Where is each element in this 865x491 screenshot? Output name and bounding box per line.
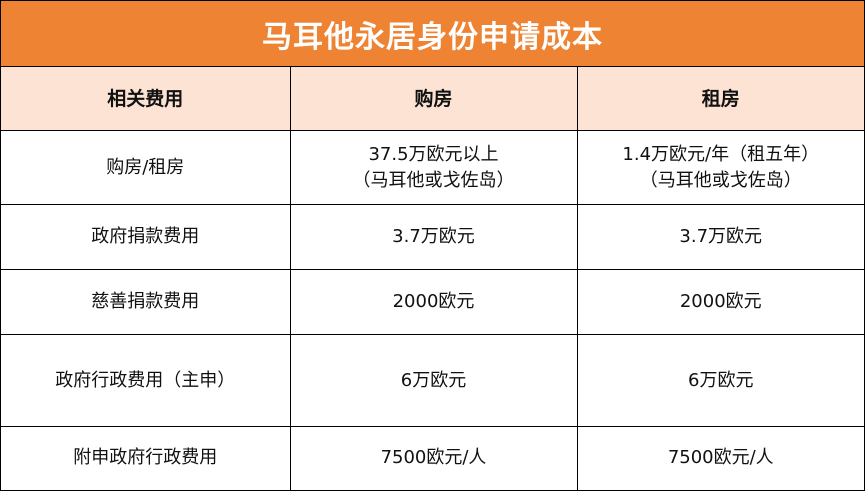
row-label: 政府行政费用（主申） (1, 334, 291, 427)
rent-cell: 2000欧元 (576, 269, 864, 335)
cost-table: 相关费用 购房 租房 购房/租房 37.5万欧元以上 （马耳他或戈佐岛） 1.4万… (1, 67, 864, 490)
column-header-rent: 租房 (576, 67, 864, 131)
table-row: 政府捐款费用 3.7万欧元 3.7万欧元 (1, 204, 864, 270)
rent-cell: 7500欧元/人 (576, 426, 864, 490)
table-row: 附申政府行政费用 7500欧元/人 7500欧元/人 (1, 426, 864, 490)
buy-note: （马耳他或戈佐岛） (352, 169, 515, 191)
rent-cell: 1.4万欧元/年（租五年） （马耳他或戈佐岛） (576, 130, 864, 205)
table-row: 政府行政费用（主申） 6万欧元 6万欧元 (1, 334, 864, 427)
rent-value: 1.4万欧元/年（租五年） (622, 143, 820, 165)
buy-cell: 37.5万欧元以上 （马耳他或戈佐岛） (289, 130, 578, 205)
table-row: 慈善捐款费用 2000欧元 2000欧元 (1, 269, 864, 335)
row-label: 附申政府行政费用 (1, 426, 291, 490)
table-row: 购房/租房 37.5万欧元以上 （马耳他或戈佐岛） 1.4万欧元/年（租五年） （马… (1, 130, 864, 205)
row-label: 慈善捐款费用 (1, 269, 291, 335)
buy-cell: 2000欧元 (289, 269, 578, 335)
rent-note: （马耳他或戈佐岛） (639, 169, 802, 191)
rent-cell: 6万欧元 (576, 334, 864, 427)
buy-cell: 7500欧元/人 (289, 426, 578, 490)
buy-value: 37.5万欧元以上 (368, 143, 499, 165)
buy-cell: 6万欧元 (289, 334, 578, 427)
rent-cell: 3.7万欧元 (576, 204, 864, 270)
column-header-fee: 相关费用 (1, 67, 291, 131)
header-row: 相关费用 购房 租房 (1, 67, 864, 131)
column-header-buy: 购房 (289, 67, 578, 131)
buy-cell: 3.7万欧元 (289, 204, 578, 270)
row-label: 购房/租房 (1, 130, 291, 205)
row-label: 政府捐款费用 (1, 204, 291, 270)
table-title: 马耳他永居身份申请成本 (1, 1, 864, 67)
